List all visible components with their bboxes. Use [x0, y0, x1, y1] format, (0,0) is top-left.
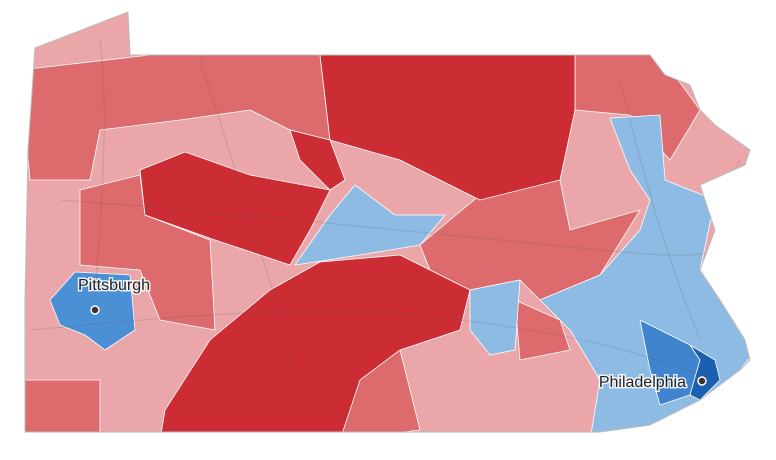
city-dot — [90, 305, 100, 315]
city-label: Pittsburgh — [78, 277, 150, 294]
county — [319, 54, 576, 201]
city-dot — [697, 376, 707, 386]
road — [29, 310, 721, 381]
county — [289, 129, 346, 191]
county — [159, 254, 471, 432]
road — [94, 39, 105, 301]
county — [469, 279, 521, 356]
state-outline — [24, 11, 751, 433]
county — [294, 184, 446, 266]
road — [199, 59, 301, 381]
city-label: Philadelphia — [599, 374, 686, 391]
county — [25, 379, 101, 432]
county — [139, 151, 331, 266]
county — [514, 299, 571, 361]
road — [619, 79, 701, 341]
